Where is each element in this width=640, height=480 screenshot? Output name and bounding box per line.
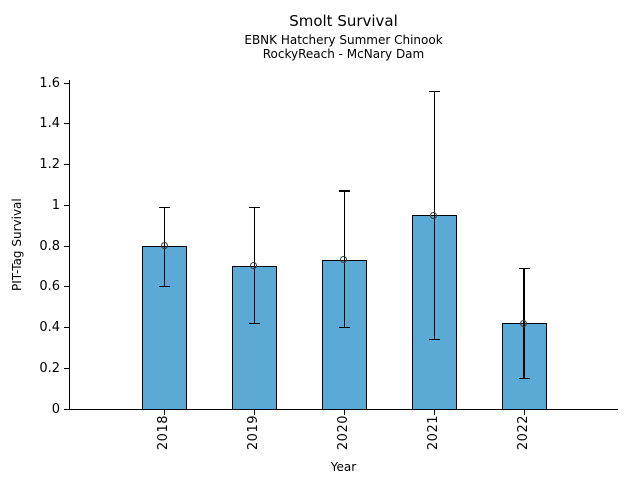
x-tick-mark bbox=[253, 410, 255, 415]
error-cap-top-2022 bbox=[518, 267, 530, 269]
y-tick-label: 1.6 bbox=[39, 75, 60, 91]
error-cap-bottom-2020 bbox=[338, 326, 350, 329]
y-tick-mark bbox=[64, 164, 69, 165]
error-cap-bottom-2022 bbox=[518, 377, 530, 380]
y-tick-label: 1.2 bbox=[39, 157, 60, 172]
y-tick-mark bbox=[64, 123, 69, 125]
x-tick-mark bbox=[343, 410, 345, 415]
chart-title: Smolt Survival bbox=[289, 12, 398, 30]
point-marker-2020 bbox=[340, 256, 348, 264]
error-cap-top-2020 bbox=[338, 190, 350, 192]
error-cap-bottom-2019 bbox=[248, 322, 260, 324]
y-tick-mark bbox=[64, 367, 69, 369]
point-marker-2022 bbox=[520, 319, 528, 327]
y-tick-label: 0.4 bbox=[39, 320, 60, 335]
error-cap-top-2021 bbox=[428, 90, 440, 92]
y-tick-mark bbox=[64, 82, 69, 84]
x-tick-label-2020: 2020 bbox=[335, 415, 351, 451]
y-tick-label: 0.2 bbox=[39, 360, 60, 376]
y-axis-spine bbox=[69, 80, 70, 410]
bar-2019 bbox=[231, 266, 277, 410]
x-tick-label-2022: 2022 bbox=[515, 415, 531, 451]
error-cap-top-2018 bbox=[159, 206, 170, 208]
y-tick-mark bbox=[64, 408, 69, 410]
y-tick-label: 1.4 bbox=[39, 116, 60, 132]
error-cap-top-2019 bbox=[248, 206, 260, 208]
x-tick-mark bbox=[523, 410, 525, 415]
point-marker-2018 bbox=[160, 242, 168, 250]
y-tick-label: 1 bbox=[51, 197, 60, 213]
x-tick-label-2018: 2018 bbox=[156, 415, 171, 451]
error-cap-bottom-2018 bbox=[159, 286, 170, 288]
chart-subtitle-line1: EBNK Hatchery Summer Chinook bbox=[244, 33, 443, 47]
y-tick-mark bbox=[64, 204, 69, 206]
y-tick-label: 0.8 bbox=[39, 238, 60, 254]
y-tick-mark bbox=[64, 286, 69, 288]
x-axis-label: Year bbox=[330, 460, 357, 474]
x-tick-mark bbox=[164, 410, 165, 415]
y-tick-mark bbox=[64, 245, 69, 247]
x-tick-label-2021: 2021 bbox=[425, 415, 441, 451]
x-tick-mark bbox=[433, 410, 435, 415]
y-tick-mark bbox=[64, 327, 69, 328]
y-tick-label: 0.6 bbox=[39, 279, 60, 295]
error-cap-bottom-2021 bbox=[428, 339, 440, 341]
y-tick-label: 0 bbox=[51, 401, 60, 417]
x-tick-label-2019: 2019 bbox=[245, 415, 261, 451]
chart-subtitle-line2: RockyReach - McNary Dam bbox=[262, 47, 425, 61]
point-marker-2021 bbox=[430, 211, 438, 219]
